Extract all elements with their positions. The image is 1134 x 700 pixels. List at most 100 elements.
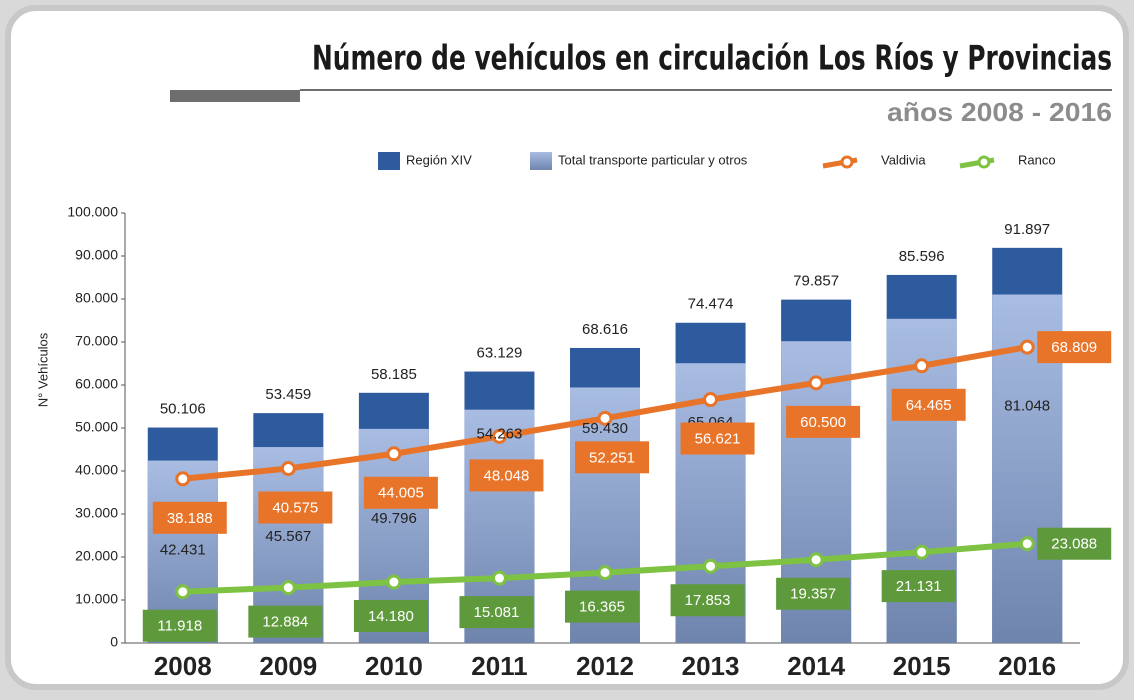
data-label: 52.251: [589, 449, 635, 466]
point: [808, 552, 824, 568]
data-label: 40.575: [272, 499, 318, 516]
data-label-box: [565, 590, 639, 623]
x-tick-label: 2014: [787, 651, 845, 681]
point: [175, 584, 191, 600]
x-tick-label: 2013: [682, 651, 740, 681]
data-label: 56.621: [695, 430, 741, 447]
x-tick-label: 2011: [471, 651, 527, 681]
data-label-box: [142, 609, 217, 642]
point: [491, 428, 507, 444]
data-label: 79.857: [793, 273, 839, 290]
y-tick-label: 50.000: [75, 419, 118, 435]
data-label: 58.185: [371, 366, 417, 383]
data-label-box: [469, 459, 544, 492]
point: [280, 461, 296, 477]
data-label-box: [1037, 331, 1112, 364]
point: [1019, 536, 1035, 552]
data-label: 74.474: [688, 296, 734, 313]
legend-marker: [840, 155, 854, 169]
data-label-box: [575, 441, 649, 474]
data-label-box: [891, 388, 966, 421]
data-label-box: [1037, 527, 1112, 560]
data-label: 42.431: [160, 542, 206, 559]
point: [914, 358, 930, 374]
data-label-box: [776, 577, 851, 610]
data-label-box: [881, 570, 956, 603]
point: [914, 544, 930, 560]
y-tick-label: 20.000: [75, 548, 118, 564]
y-tick-label: 90.000: [75, 247, 118, 263]
point: [175, 471, 191, 487]
data-label: 38.188: [167, 510, 213, 527]
y-tick-label: 60.000: [75, 376, 118, 392]
point: [491, 570, 507, 586]
data-label-box: [670, 584, 745, 617]
data-label: 12.884: [262, 614, 308, 631]
y-tick-label: 70.000: [75, 333, 118, 349]
data-label: 19.357: [790, 586, 836, 603]
x-tick-label: 2009: [259, 651, 317, 681]
x-tick-label: 2010: [365, 651, 423, 681]
data-label-box: [353, 600, 428, 633]
data-label: 53.459: [265, 386, 311, 403]
y-tick-label: 100.000: [67, 204, 118, 220]
data-label: 14.180: [368, 608, 414, 625]
data-label: 68.809: [1051, 339, 1097, 356]
point: [703, 392, 719, 408]
x-tick-label: 2008: [154, 651, 212, 681]
point: [1019, 339, 1035, 355]
data-label-box: [152, 501, 227, 534]
data-label: 21.131: [896, 578, 942, 595]
legend-label: Ranco: [1018, 152, 1056, 167]
data-label: 16.365: [579, 599, 625, 616]
point: [386, 574, 402, 590]
legend-label: Valdivia: [881, 152, 926, 167]
chart-subtitle: años 2008 - 2016: [887, 97, 1112, 127]
data-label: 59.430: [582, 420, 628, 437]
point: [597, 565, 613, 581]
legend-marker: [977, 155, 991, 169]
legend-label: Total transporte particular y otros: [558, 152, 748, 167]
point: [386, 446, 402, 462]
data-label: 45.567: [265, 528, 311, 545]
legend-swatch: [530, 152, 552, 170]
data-label: 91.897: [1004, 221, 1050, 238]
data-label-box: [258, 491, 333, 524]
y-tick-label: 0: [110, 634, 118, 650]
data-label-box: [363, 476, 438, 509]
y-tick-label: 40.000: [75, 462, 118, 478]
data-label-box: [680, 422, 755, 455]
data-label: 49.796: [371, 510, 417, 527]
y-tick-label: 30.000: [75, 505, 118, 521]
data-label: 50.106: [160, 401, 206, 418]
data-label: 63.129: [476, 345, 522, 362]
legend-swatch: [378, 152, 400, 170]
data-label: 44.005: [378, 485, 424, 502]
y-tick-label: 10.000: [75, 591, 118, 607]
x-tick-label: 2016: [998, 651, 1056, 681]
data-label: 68.616: [582, 321, 628, 338]
point: [280, 580, 296, 596]
title-bar: [170, 90, 300, 102]
data-label-box: [459, 596, 534, 629]
y-axis-label: N° Vehículos: [35, 332, 50, 407]
data-label-box: [786, 405, 861, 438]
data-label: 15.081: [473, 604, 519, 621]
point: [703, 558, 719, 574]
data-label: 17.853: [685, 592, 731, 609]
point: [597, 410, 613, 426]
point: [808, 375, 824, 391]
data-label: 11.918: [157, 618, 202, 635]
data-label: 54.263: [476, 425, 522, 442]
data-label: 23.088: [1051, 536, 1097, 553]
data-label: 81.048: [1004, 398, 1050, 415]
data-label: 85.596: [899, 248, 945, 265]
data-label: 60.500: [800, 414, 846, 431]
data-label-box: [248, 605, 323, 638]
y-tick-label: 80.000: [75, 290, 118, 306]
chart-title: Número de vehículos en circulación Los R…: [312, 39, 1112, 79]
x-tick-label: 2015: [893, 651, 951, 681]
data-label: 64.465: [906, 397, 952, 414]
x-tick-label: 2012: [576, 651, 634, 681]
